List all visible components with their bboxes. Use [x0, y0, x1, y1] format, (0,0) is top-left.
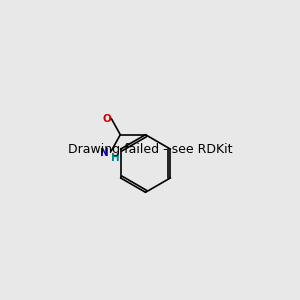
Text: N: N: [100, 148, 109, 158]
Text: O: O: [102, 113, 111, 124]
Text: H: H: [110, 153, 119, 163]
Text: Drawing failed - see RDKit: Drawing failed - see RDKit: [68, 143, 232, 157]
